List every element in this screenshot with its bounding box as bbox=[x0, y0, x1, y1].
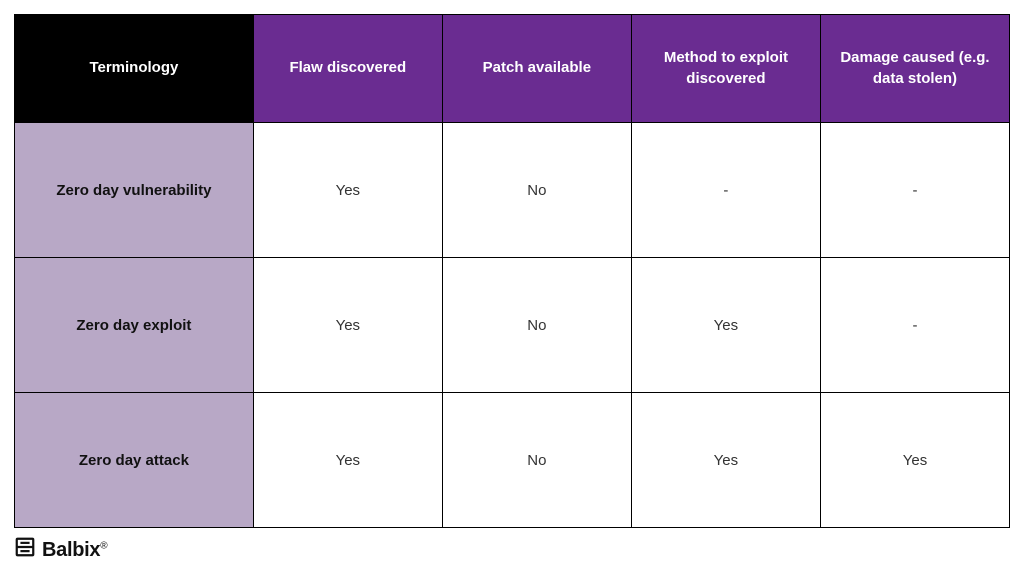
terminology-table: Terminology Flaw discovered Patch availa… bbox=[14, 14, 1010, 528]
brand-logo: Balbix® bbox=[14, 536, 107, 564]
brand-icon bbox=[14, 536, 36, 564]
cell: No bbox=[442, 123, 631, 258]
cell: Yes bbox=[253, 123, 442, 258]
cell: Yes bbox=[631, 393, 820, 528]
table-header-row: Terminology Flaw discovered Patch availa… bbox=[15, 15, 1010, 123]
brand-name: Balbix® bbox=[42, 539, 107, 562]
cell: - bbox=[820, 258, 1009, 393]
cell: No bbox=[442, 393, 631, 528]
cell: Yes bbox=[820, 393, 1009, 528]
table-row: Zero day vulnerability Yes No - - bbox=[15, 123, 1010, 258]
col-header-damage: Damage caused (e.g. data stolen) bbox=[820, 15, 1009, 123]
row-label-vulnerability: Zero day vulnerability bbox=[15, 123, 254, 258]
cell: - bbox=[820, 123, 1009, 258]
table-row: Zero day exploit Yes No Yes - bbox=[15, 258, 1010, 393]
cell: Yes bbox=[253, 258, 442, 393]
cell: Yes bbox=[631, 258, 820, 393]
col-header-terminology: Terminology bbox=[15, 15, 254, 123]
cell: No bbox=[442, 258, 631, 393]
col-header-patch: Patch available bbox=[442, 15, 631, 123]
col-header-method: Method to exploit discovered bbox=[631, 15, 820, 123]
row-label-exploit: Zero day exploit bbox=[15, 258, 254, 393]
col-header-flaw: Flaw discovered bbox=[253, 15, 442, 123]
cell: Yes bbox=[253, 393, 442, 528]
table-row: Zero day attack Yes No Yes Yes bbox=[15, 393, 1010, 528]
cell: - bbox=[631, 123, 820, 258]
row-label-attack: Zero day attack bbox=[15, 393, 254, 528]
